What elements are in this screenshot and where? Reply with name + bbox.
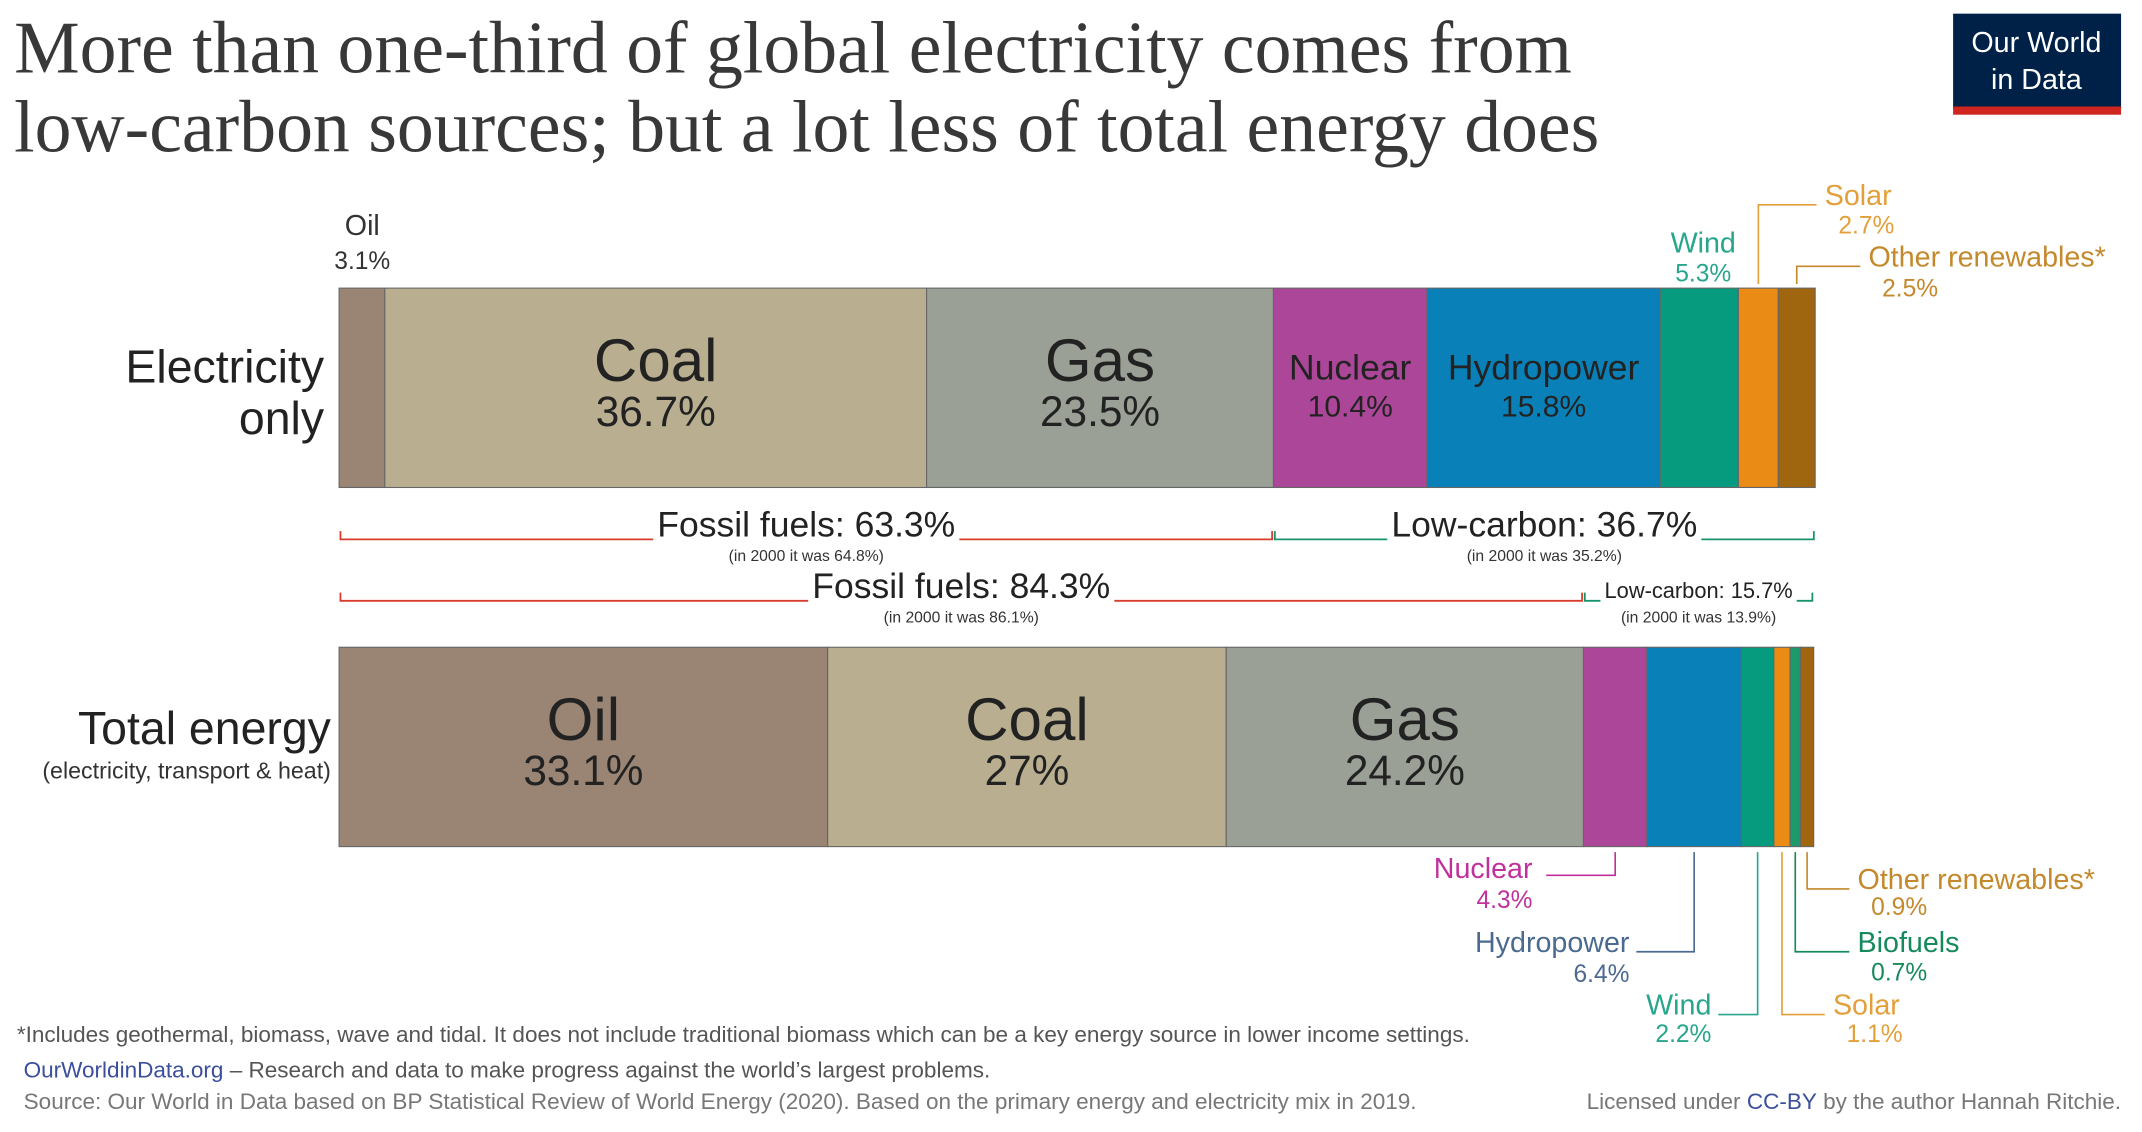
leader-line [1718,852,1759,1016]
leader-line [1795,265,1861,285]
logo-text: in Data [1991,64,2082,96]
bar-segment [338,646,829,848]
segment-name: Nuclear [1289,348,1412,388]
bar-segment [338,287,386,489]
tagline: – Research and data to make progress aga… [230,1057,991,1082]
bar-segment [1789,646,1801,848]
bracket [1583,592,1601,602]
segment-name: Coal [965,686,1089,753]
value-label: 27% [985,747,1070,794]
value-label: 10.4% [1308,390,1393,423]
site-link[interactable]: OurWorldinData.org [24,1057,224,1082]
callout-name: Wind [1646,990,1711,1022]
callout-name: Solar [1833,990,1900,1022]
value-label: 3.1% [334,248,390,275]
value-label: 23.5% [1040,388,1160,435]
category-label: Electricity only [125,341,325,446]
segment-name: Gas [1350,686,1460,753]
category-box: Electricity only [125,341,325,446]
segment-name: Coal [594,327,718,394]
value-label: 0.9% [1871,894,1927,921]
bar-segment [827,646,1227,848]
bracket [959,531,1273,541]
callout-name: Solar [1825,180,1892,212]
value-label: 24.2% [1345,747,1465,794]
group-note: (in 2000 it was 86.1%) [884,610,1039,627]
bar-segment [1740,646,1775,848]
group-label: Low-carbon: 36.7% [1391,505,1697,545]
tagline-line: OurWorldinData.org – Research and data t… [24,1057,991,1082]
bar-segment [1225,646,1584,848]
bar-segment [926,287,1275,489]
bracket [1273,531,1388,541]
value-label: 2.5% [1882,275,1938,302]
bar-segment [1777,287,1816,489]
leader-line [1806,852,1850,890]
category-label: Total energy [77,703,331,756]
bar-segment [1582,646,1648,848]
leader-line [1546,852,1617,877]
value-label: 5.3% [1675,260,1731,287]
callout-name: Biofuels [1858,927,1960,959]
logo-strip [1953,106,2122,115]
group-label: Fossil fuels: 84.3% [812,566,1110,606]
value-label: 2.2% [1655,1021,1711,1048]
category-note: (electricity, transport & heat) [42,757,331,784]
leader-line [1781,852,1825,1016]
chart-title: low-carbon sources; but a lot less of to… [14,86,1599,168]
category-box: Total energy(electricity, transport & he… [42,703,331,784]
callout-name: Other renewables* [1868,241,2105,273]
logo-text: Our World [1971,27,2101,59]
segment-name: Gas [1045,327,1155,394]
license-link[interactable]: CC-BY [1747,1089,1817,1114]
group-note: (in 2000 it was 64.8%) [729,548,884,565]
group-note: (in 2000 it was 35.2%) [1467,548,1622,565]
leader-line [1757,204,1817,285]
logo-box [1953,13,2122,110]
value-label: 36.7% [596,388,716,435]
chart-title: More than one-third of global electricit… [14,6,1572,88]
callout-name: Other renewables* [1858,864,2095,896]
bar-segment [1426,287,1661,489]
bar-segment [1737,287,1779,489]
value-label: 15.8% [1501,390,1586,423]
value-label: 6.4% [1573,961,1629,988]
license-suffix: by the author Hannah Ritchie. [1823,1089,2121,1114]
bar-segment [1646,646,1742,848]
group-label: Low-carbon: 15.7% [1605,578,1793,603]
bracket [1114,592,1583,602]
callout-name: Wind [1671,228,1736,260]
license: Licensed under CC-BY by the author Hanna… [1587,1089,2121,1114]
bar-segment [1773,646,1791,848]
bracket [339,531,654,541]
bar-segment [384,287,928,489]
bracket [1701,531,1815,541]
footnote: *Includes geothermal, biomass, wave and … [17,1022,1470,1047]
value-label: 4.3% [1477,887,1533,914]
segment-name: Hydropower [1448,348,1640,388]
callout-name: Oil [345,210,380,242]
callout-name: Nuclear [1434,853,1533,885]
bar-segment [1799,646,1815,848]
leader-line [1636,852,1695,953]
bracket [1796,592,1814,602]
bar-segment [1272,287,1428,489]
callout-name: Hydropower [1475,927,1630,959]
value-label: 0.7% [1871,959,1927,986]
source: Source: Our World in Data based on BP St… [24,1089,1417,1114]
group-note: (in 2000 it was 13.9%) [1621,610,1776,627]
value-label: 33.1% [523,747,643,794]
value-label: 2.7% [1838,213,1894,240]
bar-segment [1659,287,1739,489]
group-label: Fossil fuels: 63.3% [657,505,955,545]
bracket [339,592,809,602]
segment-name: Oil [547,686,620,753]
leader-line [1794,852,1850,953]
value-label: 1.1% [1847,1021,1903,1048]
license-prefix: Licensed under [1587,1089,1741,1114]
